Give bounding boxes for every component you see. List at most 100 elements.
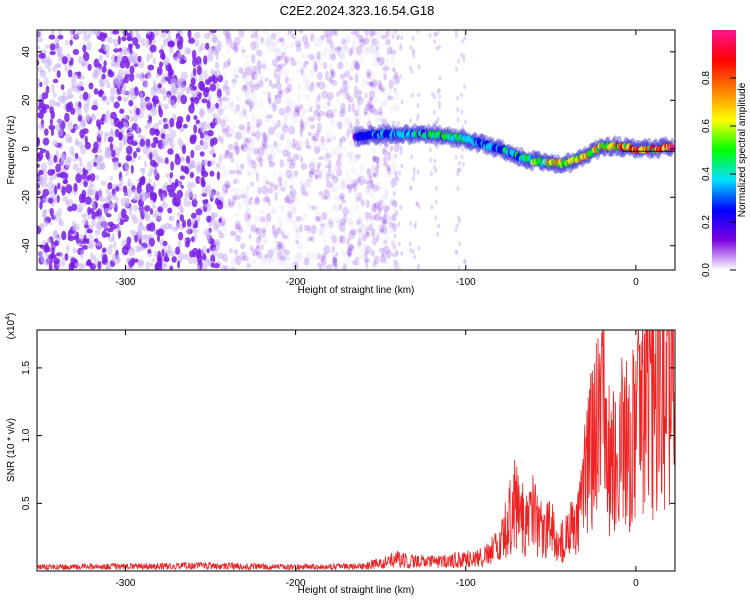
noise-speckle <box>378 106 383 115</box>
noise-speckle <box>161 30 165 33</box>
noise-speckle <box>140 193 147 203</box>
noise-speckle <box>339 217 347 223</box>
noise-speckle <box>339 88 344 94</box>
noise-speckle <box>345 34 350 42</box>
noise-speckle <box>350 30 357 36</box>
noise-speckle <box>46 59 53 67</box>
noise-speckle <box>332 261 338 267</box>
noise-speckle <box>297 242 302 250</box>
noise-speckle <box>122 96 129 103</box>
noise-speckle <box>163 123 169 130</box>
noise-speckle <box>378 199 384 205</box>
noise-speckle <box>314 105 322 115</box>
noise-speckle <box>170 129 177 139</box>
noise-speckle <box>53 257 60 265</box>
noise-speckle <box>313 83 320 90</box>
noise-speckle <box>48 176 54 182</box>
noise-speckle <box>193 193 198 201</box>
noise-speckle <box>109 201 117 209</box>
noise-speckle <box>52 139 59 148</box>
noise-speckle <box>347 248 352 258</box>
noise-speckle <box>322 83 329 90</box>
noise-speckle <box>220 221 226 227</box>
noise-speckle <box>303 212 307 219</box>
noise-speckle <box>396 120 400 126</box>
noise-speckle <box>148 178 152 185</box>
noise-speckle <box>323 188 330 195</box>
noise-speckle <box>254 37 260 45</box>
noise-speckle <box>332 204 336 211</box>
noise-speckle <box>329 148 337 157</box>
noise-speckle <box>270 223 275 231</box>
noise-speckle <box>319 57 324 67</box>
noise-speckle <box>238 124 245 131</box>
noise-speckle <box>256 41 261 49</box>
noise-speckle <box>398 170 402 176</box>
noise-speckle <box>139 168 146 172</box>
noise-speckle <box>318 156 325 161</box>
noise-speckle <box>294 106 299 113</box>
noise-speckle <box>125 257 132 262</box>
noise-speckle <box>97 122 101 131</box>
noise-speckle <box>357 221 363 228</box>
noise-speckle <box>253 83 260 91</box>
noise-speckle <box>385 217 389 225</box>
noise-speckle <box>111 253 116 263</box>
noise-speckle <box>354 154 361 159</box>
noise-speckle <box>240 143 248 153</box>
noise-speckle <box>283 235 289 239</box>
noise-speckle <box>113 38 118 45</box>
noise-speckle <box>301 68 307 78</box>
noise-speckle <box>256 227 262 234</box>
noise-speckle <box>308 143 312 150</box>
noise-speckle <box>392 67 396 73</box>
noise-speckle <box>328 220 334 228</box>
noise-speckle <box>248 56 254 63</box>
noise-speckle <box>230 258 236 268</box>
noise-speckle <box>232 79 238 89</box>
noise-speckle <box>258 157 264 167</box>
noise-speckle <box>42 239 46 246</box>
noise-speckle <box>315 147 321 152</box>
noise-speckle <box>293 170 298 178</box>
noise-speckle <box>218 229 222 234</box>
noise-speckle <box>376 181 382 190</box>
noise-speckle <box>235 131 242 140</box>
noise-speckle <box>89 173 96 182</box>
noise-speckle <box>67 121 74 132</box>
noise-speckle <box>247 80 254 87</box>
noise-speckle <box>281 124 289 134</box>
noise-speckle <box>384 30 392 39</box>
noise-speckle <box>157 119 163 126</box>
noise-speckle <box>270 253 278 262</box>
noise-speckle <box>245 258 250 265</box>
noise-speckle <box>334 263 338 269</box>
noise-speckle <box>208 221 213 227</box>
noise-speckle <box>251 248 259 257</box>
noise-speckle <box>225 132 232 138</box>
noise-speckle <box>167 72 174 77</box>
noise-speckle <box>321 52 326 58</box>
noise-speckle <box>388 164 396 174</box>
noise-speckle <box>383 97 391 102</box>
noise-speckle <box>149 52 154 59</box>
noise-speckle <box>366 102 374 109</box>
noise-speckle <box>301 216 305 224</box>
noise-speckle <box>316 72 323 81</box>
noise-speckle <box>268 154 275 164</box>
noise-speckle <box>209 83 217 92</box>
noise-speckle <box>159 61 163 68</box>
noise-speckle <box>160 89 167 96</box>
noise-speckle <box>57 208 62 217</box>
noise-speckle <box>278 39 285 46</box>
noise-speckle <box>328 230 335 239</box>
noise-speckle <box>245 66 251 77</box>
noise-speckle <box>48 66 51 73</box>
noise-speckle <box>272 38 279 48</box>
noise-speckle <box>159 228 165 236</box>
noise-speckle <box>295 44 302 53</box>
noise-speckle <box>195 208 203 216</box>
noise-speckle <box>340 182 346 190</box>
noise-speckle <box>325 33 333 39</box>
noise-speckle <box>436 231 440 237</box>
